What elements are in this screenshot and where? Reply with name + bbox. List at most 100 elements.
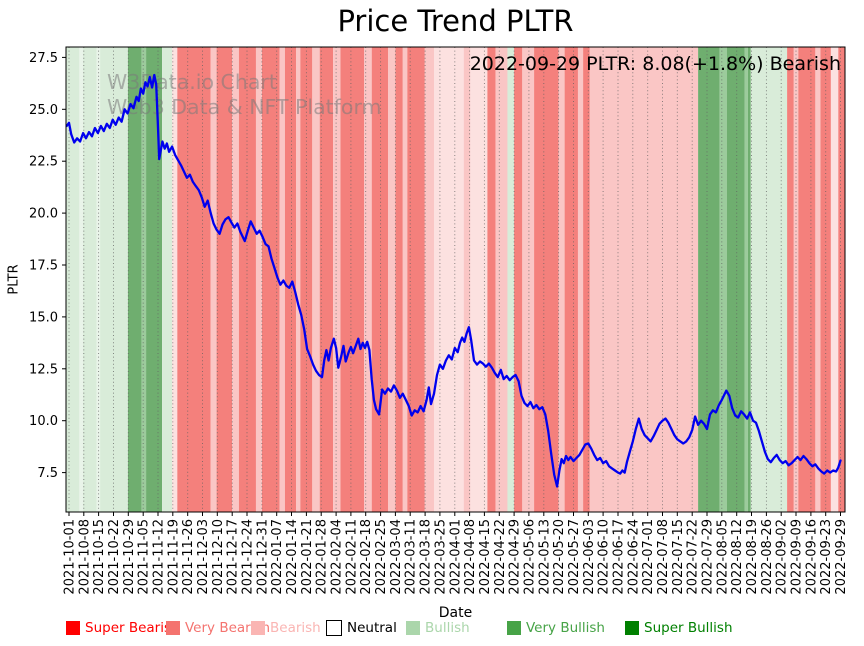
sentiment-band-very_bearish xyxy=(261,47,280,512)
sentiment-band-very_bearish xyxy=(514,47,523,512)
sentiment-band-bearish xyxy=(333,47,341,512)
sentiment-band-bullish_mid xyxy=(719,47,727,512)
sentiment-band-bearish xyxy=(402,47,408,512)
sentiment-band-very_bearish xyxy=(564,47,578,512)
x-tick-label: 2022-04-08 xyxy=(463,519,478,595)
sentiment-band-bearish xyxy=(312,47,320,512)
x-tick-label: 2022-01-21 xyxy=(300,519,315,595)
x-tick-label: 2022-01-14 xyxy=(285,519,300,595)
sentiment-band-bullish xyxy=(66,47,80,512)
sentiment-legend: Super Bearish Very Bearish Bearish Neutral B… xyxy=(0,620,864,642)
x-tick-label: 2021-10-29 xyxy=(122,519,137,595)
x-tick-label: 2022-02-11 xyxy=(344,519,359,595)
sentiment-band-very_bearish xyxy=(216,47,233,512)
legend-item-very-bearish: Very Bearish xyxy=(166,620,270,636)
sentiment-band-bearish_pale xyxy=(470,47,488,512)
y-tick-label: 20.0 xyxy=(29,207,58,222)
sentiment-band-bearish xyxy=(495,47,508,512)
sentiment-band-very_bearish xyxy=(838,47,845,512)
legend-item-bullish: Bullish xyxy=(406,620,470,636)
x-tick-label: 2022-03-18 xyxy=(419,519,434,595)
sentiment-band-very_bearish xyxy=(340,47,365,512)
x-tick-label: 2022-09-23 xyxy=(819,519,834,595)
y-tick-label: 12.5 xyxy=(29,362,58,377)
legend-item-very-bullish: Very Bullish xyxy=(507,620,605,636)
y-tick-label: 10.0 xyxy=(29,414,58,429)
sentiment-band-bullish_mid xyxy=(141,47,147,512)
x-tick-label: 2022-07-01 xyxy=(641,519,656,595)
x-tick-label: 2022-05-20 xyxy=(552,519,567,595)
sentiment-band-bullish xyxy=(162,47,173,512)
price-line xyxy=(65,73,842,488)
y-tick-label: 15.0 xyxy=(29,310,58,325)
x-tick-label: 2022-02-25 xyxy=(374,519,389,595)
x-tick-label: 2021-12-10 xyxy=(211,519,226,595)
sentiment-band-very_bearish xyxy=(820,47,831,512)
x-tick-label: 2022-04-22 xyxy=(493,519,508,595)
x-tick-label: 2021-10-08 xyxy=(77,519,92,595)
legend-swatch xyxy=(507,621,521,635)
sentiment-band-bullish_pale xyxy=(96,47,101,512)
latest-price-annotation: 2022-09-29 PLTR: 8.08(+1.8%) Bearish xyxy=(469,53,841,75)
sentiment-band-very_bearish xyxy=(787,47,794,512)
x-tick-label: 2022-07-29 xyxy=(701,519,716,595)
sentiment-band-bearish xyxy=(463,47,471,512)
x-tick-label: 2022-03-04 xyxy=(389,519,404,595)
x-tick-label: 2022-08-26 xyxy=(760,519,775,595)
x-tick-label: 2022-03-11 xyxy=(404,519,419,595)
legend-label: Super Bearish xyxy=(85,620,180,636)
x-tick-label: 2022-05-27 xyxy=(567,519,582,595)
sentiment-band-very_bearish xyxy=(238,47,256,512)
sentiment-band-very_bearish xyxy=(798,47,816,512)
legend-item-super-bullish: Super Bullish xyxy=(625,620,733,636)
y-tick-label: 27.5 xyxy=(29,51,58,66)
sentiment-band-bullish_mid xyxy=(744,47,748,512)
sentiment-band-bearish_pale xyxy=(830,47,839,512)
x-tick-label: 2022-09-02 xyxy=(775,519,790,595)
x-tick-label: 2022-07-15 xyxy=(671,519,686,595)
x-tick-label: 2021-10-22 xyxy=(107,519,122,595)
x-tick-label: 2022-06-24 xyxy=(626,519,641,595)
sentiment-band-bearish xyxy=(815,47,821,512)
x-tick-label: 2022-06-03 xyxy=(582,519,597,595)
sentiment-band-bullish xyxy=(507,47,515,512)
y-tick-label: 22.5 xyxy=(29,155,58,170)
sentiment-band-bearish xyxy=(232,47,239,512)
legend-swatch xyxy=(625,621,639,635)
sentiment-band-bearish_pale xyxy=(172,47,178,512)
sentiment-band-very_bearish xyxy=(487,47,496,512)
legend-label: Very Bullish xyxy=(526,620,605,636)
sentiment-band-very_bullish xyxy=(698,47,720,512)
legend-label: Very Bearish xyxy=(185,620,271,636)
sentiment-band-bearish xyxy=(558,47,565,512)
x-tick-label: 2022-07-08 xyxy=(656,519,671,595)
sentiment-band-bullish xyxy=(100,47,128,512)
x-tick-label: 2022-09-16 xyxy=(804,519,819,595)
sentiment-band-bearish_pale xyxy=(434,47,464,512)
y-tick-label: 17.5 xyxy=(29,259,58,274)
sentiment-band-bearish xyxy=(424,47,434,512)
sentiment-band-bearish xyxy=(210,47,217,512)
sentiment-band-bullish xyxy=(750,47,788,512)
sentiment-band-bearish xyxy=(793,47,799,512)
x-tick-label: 2022-09-09 xyxy=(790,519,805,595)
y-tick-label: 7.5 xyxy=(37,466,58,481)
sentiment-band-bearish xyxy=(296,47,301,512)
sentiment-band-very_bearish xyxy=(300,47,313,512)
x-tick-label: 2021-12-17 xyxy=(226,519,241,595)
x-tick-label: 2022-04-15 xyxy=(478,519,493,595)
x-tick-label: 2021-10-01 xyxy=(63,519,78,595)
sentiment-band-bullish_pale xyxy=(79,47,84,512)
watermark-line2: Web3 Data & NFT Platform xyxy=(107,95,381,119)
x-tick-label: 2021-10-15 xyxy=(92,519,107,595)
legend-label: Super Bullish xyxy=(644,620,733,636)
legend-item-neutral: Neutral xyxy=(326,620,397,636)
sentiment-band-very_bearish xyxy=(407,47,425,512)
watermark-line1: W3Data.io Chart xyxy=(107,70,277,94)
legend-swatch xyxy=(406,621,420,635)
sentiment-band-very_bullish xyxy=(747,47,751,512)
x-tick-label: 2022-07-22 xyxy=(686,519,701,595)
sentiment-band-bearish xyxy=(364,47,372,512)
